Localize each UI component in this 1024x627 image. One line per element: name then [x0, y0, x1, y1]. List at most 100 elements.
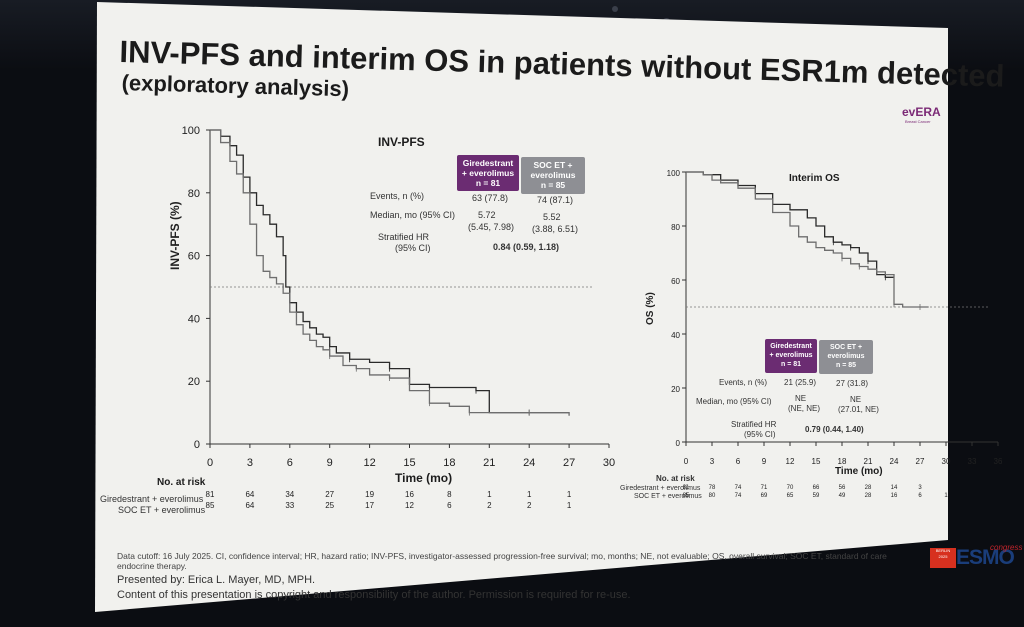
presenter-credit: Presented by: Erica L. Mayer, MD, MPH. [117, 574, 316, 586]
pfs-hr-value: 0.84 (0.59, 1.18) [493, 242, 560, 252]
os-median-label: Median, mo (95% CI) [696, 397, 772, 406]
os-y-tick-label: 100 [667, 169, 681, 178]
pfs-x-tick-label: 0 [207, 457, 213, 469]
pfs-median-giredestrant: 5.72 [478, 210, 496, 220]
pfs-y-tick-label: 60 [188, 251, 200, 263]
header-line: Giredestrant [462, 158, 514, 168]
os-at-risk-count: 3 [918, 485, 922, 491]
os-hr-label-ci: (95% CI) [744, 430, 776, 439]
pfs-events-giredestrant: 63 (77.8) [472, 193, 509, 203]
os-events-giredestrant: 21 (25.9) [784, 378, 817, 387]
os-header-soc: SOC ET + everolimus n = 85 [819, 340, 873, 374]
header-line: everolimus [530, 170, 576, 180]
os-at-risk-count: 28 [865, 493, 872, 499]
pfs-median-soc: 5.52 [543, 212, 561, 222]
pfs-at-risk-count: 2 [527, 501, 532, 510]
os-at-risk-count: 70 [787, 485, 794, 491]
pfs-median-label: Median, mo (95% CI) [370, 210, 456, 220]
pfs-at-risk-count: 81 [206, 490, 215, 499]
os-median-giredestrant: NE [795, 394, 807, 403]
header-line: everolimus [827, 353, 865, 360]
pfs-hr-label-ci: (95% CI) [395, 243, 431, 253]
pfs-at-risk-count: 1 [567, 490, 572, 499]
congress-label: congress [990, 543, 1023, 552]
os-x-tick-label: 6 [736, 457, 741, 466]
os-x-tick-label: 15 [812, 457, 821, 466]
pfs-x-tick-label: 15 [403, 457, 415, 469]
os-median-soc: NE [850, 395, 862, 404]
ceiling-light [612, 6, 618, 12]
pfs-at-risk-row-name: Giredestrant + everolimus [100, 494, 204, 504]
pfs-at-risk-count: 8 [447, 490, 452, 499]
os-at-risk-count: 6 [918, 493, 922, 499]
pfs-at-risk-count: 85 [206, 501, 215, 510]
congress-city: BERLIN [935, 548, 951, 553]
header-line: Giredestrant [770, 343, 812, 350]
pfs-y-tick-label: 0 [194, 439, 200, 451]
pfs-at-risk-count: 1 [487, 490, 492, 499]
pfs-at-risk-label: No. at risk [157, 477, 206, 488]
os-y-tick-label: 0 [676, 439, 681, 448]
header-line: SOC ET + [533, 160, 573, 170]
os-x-axis-label: Time (mo) [835, 466, 883, 477]
os-y-tick-label: 80 [671, 223, 680, 232]
os-chart-title: Interim OS [789, 173, 840, 184]
os-x-tick-label: 9 [762, 457, 767, 466]
os-hr-value: 0.79 (0.44, 1.40) [805, 425, 864, 434]
pfs-header-soc: SOC ET + everolimus n = 85 [521, 157, 585, 194]
pfs-at-risk-count: 16 [405, 490, 414, 499]
pfs-at-risk-count: 27 [325, 490, 334, 499]
header-line: n = 85 [835, 362, 857, 369]
congress-badge: BERLIN 2025 [930, 548, 956, 568]
trial-logo-tagline: Breast Cancer [905, 119, 931, 124]
os-x-tick-label: 3 [710, 457, 715, 466]
pfs-chart-title: INV-PFS [378, 135, 425, 149]
header-line: n = 81 [475, 178, 501, 188]
footnote: Data cutoff: 16 July 2025. CI, confidenc… [117, 551, 887, 571]
pfs-at-risk-count: 2 [487, 501, 492, 510]
os-at-risk-count: 49 [839, 493, 846, 499]
copyright-notice: Content of this presentation is copyrigh… [117, 589, 631, 601]
pfs-x-axis-label: Time (mo) [395, 471, 453, 485]
os-x-tick-label: 33 [968, 457, 977, 466]
os-at-risk-count: 28 [865, 485, 872, 491]
pfs-at-risk-count: 12 [405, 501, 414, 510]
pfs-at-risk-count: 6 [447, 501, 452, 510]
pfs-x-tick-label: 12 [363, 457, 375, 469]
os-at-risk-count: 66 [813, 485, 820, 491]
pfs-at-risk-count: 17 [365, 501, 374, 510]
os-median-ci-soc: (27.01, NE) [838, 405, 879, 414]
pfs-y-tick-label: 100 [182, 125, 200, 137]
pfs-at-risk-count: 64 [245, 501, 254, 510]
pfs-at-risk-count: 1 [567, 501, 572, 510]
trial-logo: evERA [902, 105, 941, 119]
pfs-at-risk-count: 25 [325, 501, 334, 510]
os-x-tick-label: 24 [890, 457, 899, 466]
pfs-y-tick-label: 80 [188, 188, 200, 200]
os-at-risk-count: 74 [735, 485, 742, 491]
pfs-x-tick-label: 30 [603, 457, 615, 469]
pfs-x-tick-label: 6 [287, 457, 293, 469]
pfs-x-tick-label: 27 [563, 457, 575, 469]
pfs-x-tick-label: 21 [483, 457, 495, 469]
os-x-tick-label: 21 [864, 457, 873, 466]
os-at-risk-count: 85 [683, 493, 690, 499]
header-line: n = 85 [540, 180, 566, 190]
header-line: SOC ET + [829, 344, 863, 351]
esmo-logo: ESMO [956, 546, 1015, 569]
os-x-tick-label: 30 [942, 457, 951, 466]
os-at-risk-count: 14 [891, 485, 898, 491]
os-at-risk-count: 1 [944, 493, 948, 499]
pfs-at-risk-row-name: SOC ET + everolimus [118, 505, 206, 515]
congress-year: 2025 [938, 554, 948, 559]
os-y-tick-label: 20 [671, 385, 680, 394]
pfs-y-tick-label: 40 [188, 313, 200, 325]
pfs-median-ci-soc: (3.88, 6.51) [532, 224, 579, 234]
os-at-risk-count: 78 [709, 485, 716, 491]
pfs-median-ci-giredestrant: (5.45, 7.98) [468, 222, 515, 232]
pfs-at-risk-count: 33 [285, 501, 294, 510]
header-line: n = 81 [780, 361, 802, 368]
os-median-ci-giredestrant: (NE, NE) [788, 404, 820, 413]
